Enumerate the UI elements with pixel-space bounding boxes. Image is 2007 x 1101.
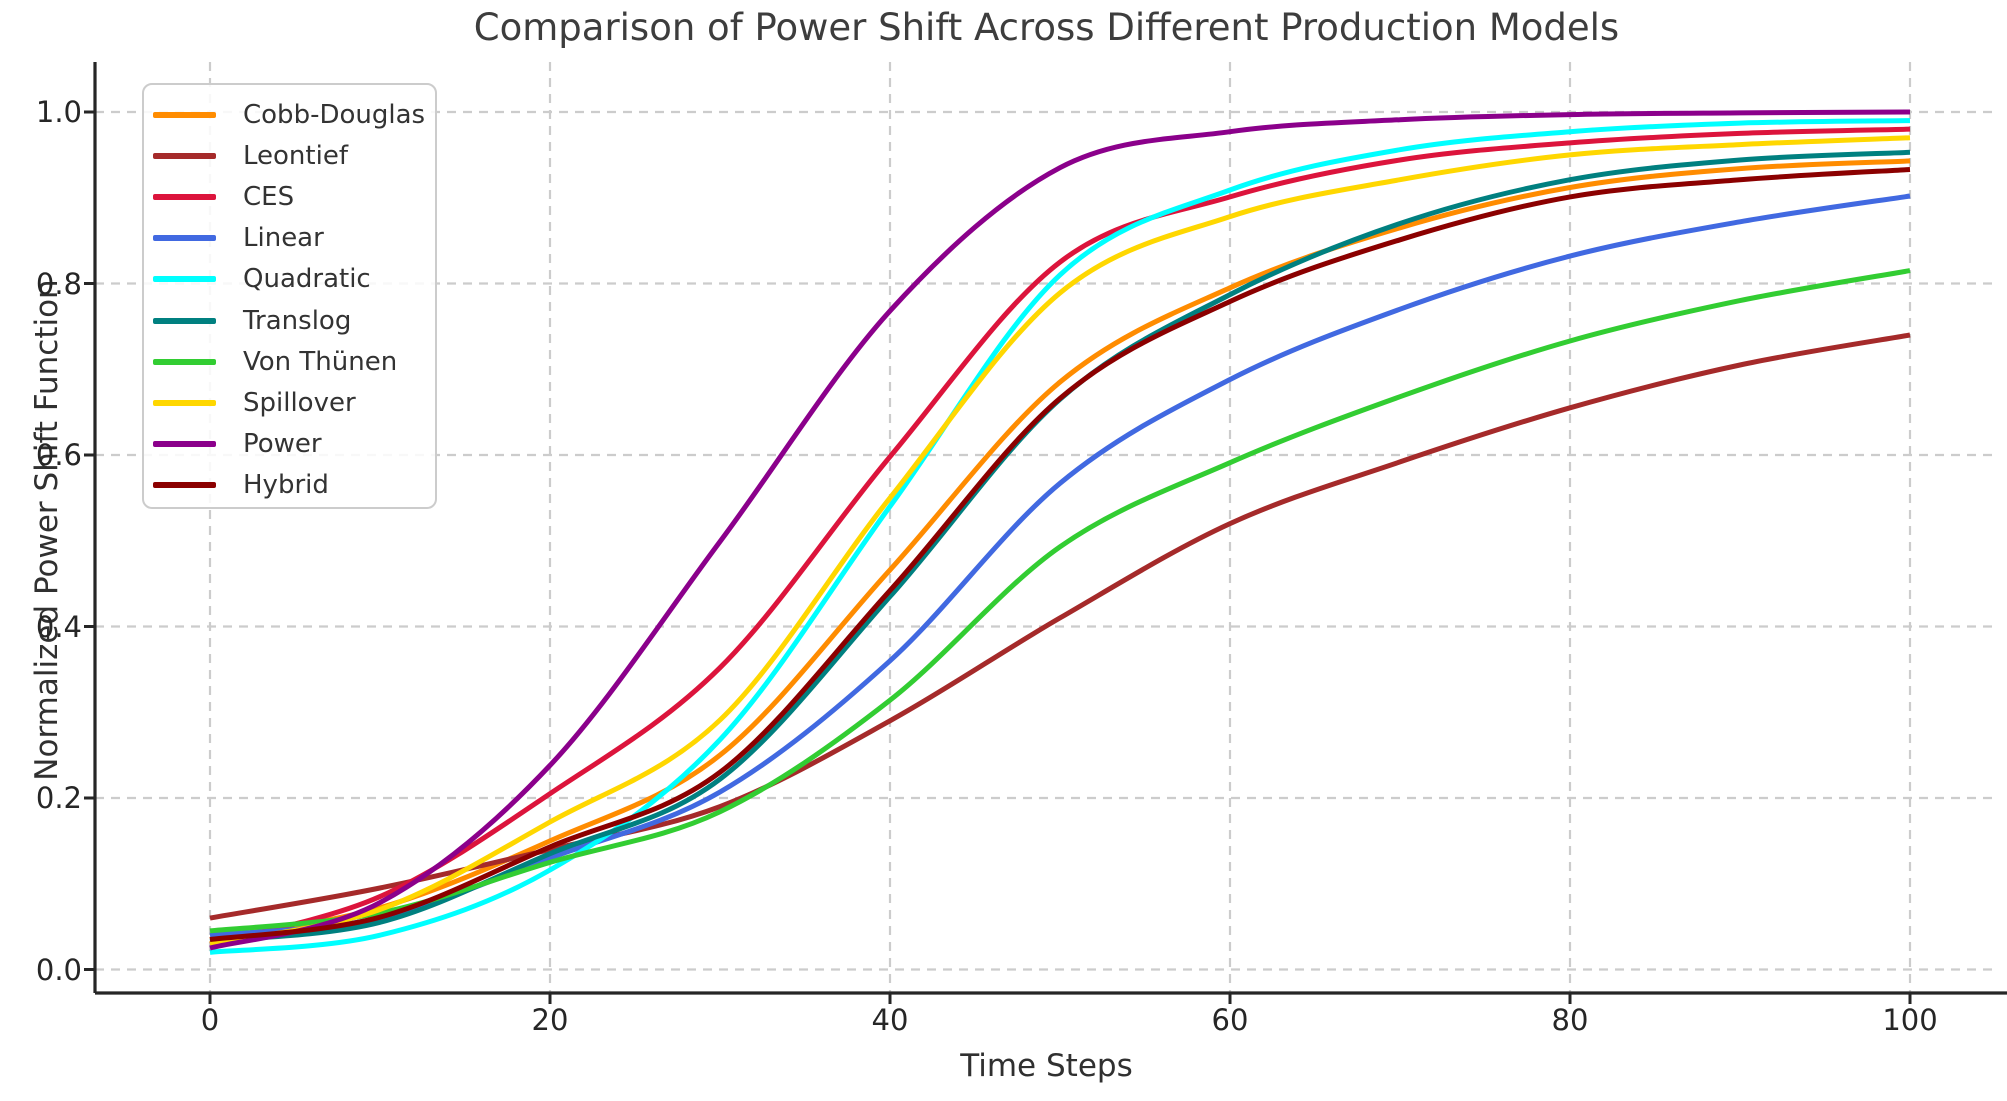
x-axis-label: Time Steps [960, 1048, 1133, 1084]
legend-item-ces: CES [153, 176, 435, 217]
legend-swatch-icon [153, 111, 216, 118]
series-line-power [209, 109, 1911, 951]
series-line-linear [209, 193, 1911, 938]
legend-item-power: Power [153, 424, 435, 465]
y-axis-label: Normalized Power Shift Function [29, 279, 65, 781]
legend-label: Translog [243, 305, 352, 336]
legend-item-leontief: Leontief [153, 135, 435, 176]
series-line-hybrid [209, 167, 1911, 942]
legend-label: Spillover [243, 387, 356, 418]
y-tick-label-1.0: 1.0 [35, 95, 82, 129]
legend-swatch-icon [153, 441, 216, 448]
legend-item-translog: Translog [153, 300, 435, 341]
x-tick-label-100: 100 [1882, 1003, 1938, 1037]
x-tick-label-60: 60 [1211, 1003, 1249, 1037]
x-tick-label-40: 40 [871, 1003, 909, 1037]
legend-item-cobb-douglas: Cobb-Douglas [153, 94, 435, 135]
legend-label: Leontief [243, 140, 348, 171]
legend-label: Quadratic [243, 264, 371, 295]
legend: Cobb-Douglas Leontief CES Linear Quadratic Tr… [142, 83, 437, 509]
x-tick-label-0: 0 [200, 1003, 220, 1037]
legend-label: Linear [243, 223, 324, 254]
series-line-leontief [209, 332, 1911, 921]
legend-label: Hybrid [243, 470, 329, 501]
y-tick-label-0.0: 0.0 [35, 952, 82, 987]
legend-item-von-th-nen: Von Thünen [153, 341, 435, 382]
y-tick-label-0.2: 0.2 [35, 781, 82, 815]
legend-label: Von Thünen [243, 346, 398, 377]
y-tick-label-0.6: 0.6 [35, 438, 82, 472]
legend-swatch-icon [153, 482, 216, 489]
series-line-quadratic [209, 118, 1911, 955]
legend-swatch-icon [153, 193, 216, 200]
legend-label: CES [243, 181, 295, 212]
legend-label: Power [243, 429, 322, 460]
legend-swatch-icon [153, 276, 216, 283]
legend-item-linear: Linear [153, 218, 435, 259]
x-tick-label-20: 20 [531, 1003, 569, 1037]
series-line-spillover [209, 135, 1911, 947]
legend-swatch-icon [153, 152, 216, 159]
series-line-von-th-nen [209, 268, 1911, 934]
y-tick-label-0.8: 0.8 [35, 266, 82, 301]
legend-item-spillover: Spillover [153, 382, 435, 423]
x-tick-label-80: 80 [1551, 1003, 1589, 1037]
legend-label: Cobb-Douglas [243, 99, 426, 130]
legend-swatch-icon [153, 399, 216, 406]
legend-swatch-icon [153, 317, 216, 324]
series-line-ces [209, 126, 1911, 947]
y-tick-label-0.4: 0.4 [35, 609, 82, 644]
legend-swatch-icon [153, 235, 216, 242]
legend-swatch-icon [153, 358, 216, 365]
chart-title: Comparison of Power Shift Across Differe… [473, 6, 1620, 49]
legend-item-quadratic: Quadratic [153, 259, 435, 300]
legend-item-hybrid: Hybrid [153, 465, 435, 506]
